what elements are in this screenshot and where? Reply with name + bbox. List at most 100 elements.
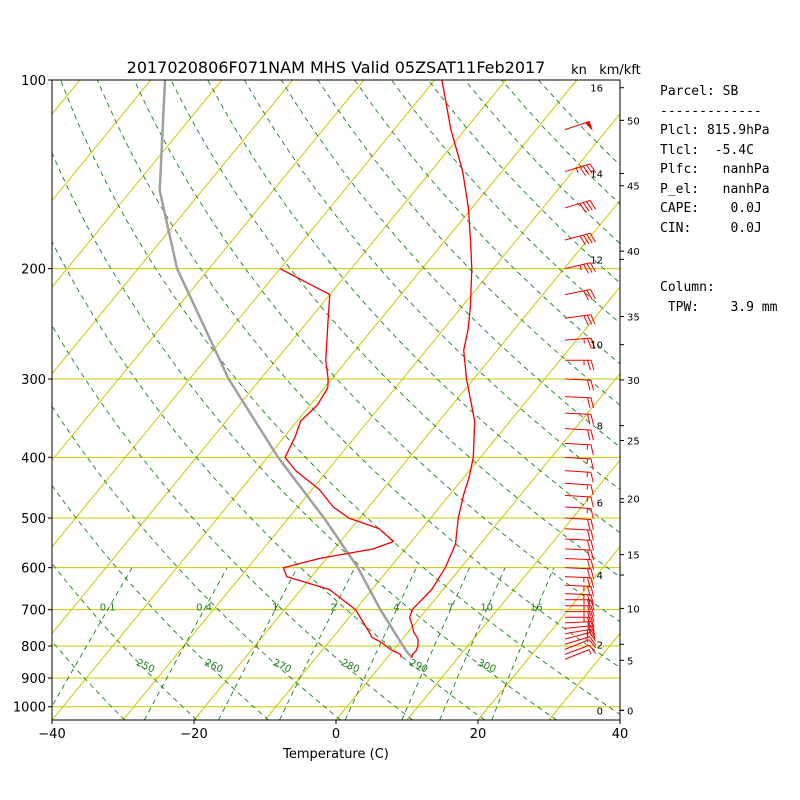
wind-barb-staff	[564, 470, 591, 473]
wind-barb	[564, 557, 595, 570]
km-tick-label: 14	[590, 170, 603, 181]
wind-barb-full	[590, 360, 595, 371]
wind-barb-full	[586, 263, 593, 273]
wind-barb-full	[590, 289, 596, 299]
wind-barb-full	[590, 621, 595, 632]
wind-barb-staff	[564, 621, 591, 624]
wind-barb	[565, 605, 595, 616]
pressure-tick-label: 500	[21, 512, 46, 527]
wind-barb-full	[590, 577, 595, 588]
wind-barb-full	[590, 508, 594, 519]
wind-barb-full	[587, 621, 592, 632]
mixing-ratio-line	[491, 567, 555, 720]
dry-adiabat-line	[52, 324, 413, 720]
wind-barb	[565, 616, 595, 628]
isotherm-line	[0, 80, 9, 720]
wind-barb-full	[590, 605, 595, 616]
km-tick-label: 2	[597, 640, 603, 651]
mixing-ratio-line	[439, 567, 506, 720]
km-tick-label: 6	[597, 498, 603, 509]
chart-title: 2017020806F071NAM MHS Valid 05ZSAT11Feb2…	[127, 58, 546, 77]
wind-barb-staff	[564, 593, 591, 596]
isotherm-line	[193, 199, 620, 720]
wind-barb-staff	[564, 289, 591, 296]
wind-barb-staff	[564, 337, 591, 341]
km-tick-label: 10	[590, 341, 603, 352]
wind-barb	[564, 584, 595, 597]
wind-barb-staff	[564, 548, 591, 551]
dry-adiabat-line	[52, 405, 341, 720]
isotherm-line	[52, 80, 223, 288]
wind-barb-full	[579, 166, 587, 176]
kft-tick-label: 25	[627, 437, 640, 448]
parcel-info-line: CIN: 0.0J	[660, 220, 762, 236]
pressure-tick-label: 300	[21, 373, 46, 388]
wind-barb-full	[586, 577, 591, 588]
wind-barb-half	[586, 633, 589, 639]
mixing-ratio-line	[52, 567, 133, 708]
wind-barb-full	[587, 605, 591, 616]
pressure-tick-label: 900	[21, 672, 46, 687]
wind-barb	[564, 625, 596, 636]
wind-barb	[564, 199, 597, 213]
temperature-tick-label: −20	[180, 727, 207, 742]
parcel-info-line: -------------	[660, 103, 762, 119]
column-info-panel: Column: TPW: 3.9 mm	[660, 278, 777, 317]
wind-barb-full	[590, 611, 595, 622]
dry-adiabat-label: 300	[476, 658, 498, 676]
isotherm-line	[52, 80, 81, 115]
kft-tick-label: 0	[627, 706, 633, 717]
wind-barb-full	[586, 164, 593, 174]
x-axis-label: Temperature (C)	[282, 747, 389, 762]
wind-barb-full	[586, 379, 591, 391]
wind-barb-full	[589, 262, 596, 273]
wind-barb-full	[586, 201, 593, 211]
dry-adiabat-line	[96, 80, 620, 669]
wind-barb-full	[586, 594, 591, 605]
temperature-tick-label: −40	[38, 727, 65, 742]
wind-barb-full	[582, 234, 590, 245]
wind-barb-full	[586, 540, 591, 551]
dry-adiabat-line	[52, 240, 485, 720]
wind-barb-staff	[564, 428, 591, 431]
temperature-profile	[408, 80, 476, 658]
wind-barb-half	[586, 637, 589, 643]
pressure-tick-label: 400	[21, 451, 46, 466]
wind-barb-staff	[564, 644, 590, 655]
wind-barb-full	[586, 568, 591, 579]
wind-barb-staff	[564, 396, 591, 399]
isotherm-line	[477, 546, 620, 720]
dry-adiabat-line	[244, 80, 620, 491]
wind-barb-full	[586, 625, 592, 636]
wind-barb-half	[588, 649, 592, 655]
parcel-info-line: P_el: nanhPa	[660, 181, 770, 197]
wind-barb-half	[586, 629, 589, 635]
km-tick-label: 4	[597, 571, 603, 582]
parcel-info-line: Parcel: SB	[660, 84, 739, 99]
dry-adiabat-line	[52, 562, 197, 720]
wind-barb-full	[590, 337, 596, 348]
wind-barb-staff	[564, 482, 591, 486]
wind-barb-full	[590, 550, 594, 561]
wind-barb	[564, 442, 594, 456]
wind-barb	[564, 494, 594, 508]
dry-adiabat-line	[170, 80, 620, 578]
mixing-ratio-line	[401, 567, 471, 720]
wind-barb	[564, 548, 594, 561]
wind-barb	[565, 359, 595, 371]
wind-barb	[564, 163, 597, 176]
wind-barb-full	[590, 594, 595, 605]
isotherm-line	[52, 80, 365, 462]
wind-barb-full	[590, 540, 594, 551]
wind-barb	[564, 412, 594, 425]
wind-barb	[564, 636, 597, 646]
wind-barb	[564, 506, 594, 519]
wind-barb-staff	[564, 442, 591, 446]
isotherm-line	[52, 80, 294, 375]
wind-barb	[564, 576, 595, 588]
wind-barb-full	[586, 289, 593, 300]
isotherm-line	[406, 459, 620, 720]
wind-barb-staff	[564, 636, 590, 645]
wind-barb-full	[583, 290, 589, 301]
wind-barb-full	[590, 414, 594, 425]
